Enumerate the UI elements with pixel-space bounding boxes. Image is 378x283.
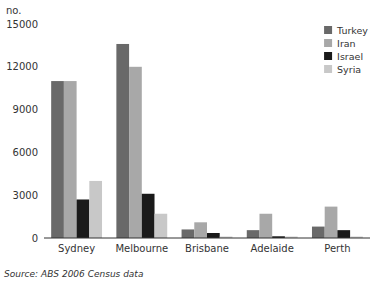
legend: Turkey Iran Israel Syria	[324, 25, 368, 75]
bar	[259, 214, 272, 238]
legend-label: Iran	[337, 38, 356, 49]
bars	[51, 44, 363, 238]
y-axis-label: no.	[6, 5, 21, 16]
y-tick-label: 9000	[13, 104, 38, 115]
bar	[194, 222, 207, 238]
bar	[64, 81, 77, 238]
legend-label: Syria	[337, 64, 361, 75]
bar	[129, 67, 142, 238]
bar	[247, 230, 260, 238]
legend-label: Israel	[337, 51, 363, 62]
x-tick-label: Perth	[324, 243, 350, 254]
bar	[77, 199, 90, 238]
x-tick-label: Melbourne	[115, 243, 168, 254]
chart: 0 3000 6000 9000 12000 15000 Sydney Melbourne Br…	[0, 0, 378, 283]
bar	[182, 229, 195, 238]
x-axis	[44, 238, 370, 239]
y-tick-label: 12000	[6, 61, 38, 72]
x-tick-label: Sydney	[58, 243, 95, 254]
bar	[142, 194, 155, 238]
source-note: Source: ABS 2006 Census data	[4, 269, 143, 279]
y-tick-label: 6000	[13, 147, 38, 158]
legend-swatch	[324, 65, 332, 73]
legend-label: Turkey	[336, 25, 368, 36]
y-tick-label: 15000	[6, 19, 38, 30]
legend-swatch	[324, 39, 332, 47]
bar	[89, 181, 102, 238]
bar	[337, 230, 350, 238]
x-tick-label: Adelaide	[251, 243, 294, 254]
bar	[155, 214, 168, 238]
legend-swatch	[324, 26, 332, 34]
x-tick-label: Brisbane	[185, 243, 229, 254]
legend-swatch	[324, 52, 332, 60]
y-tick-label: 0	[32, 233, 38, 244]
bar	[325, 207, 338, 238]
y-tick-label: 3000	[13, 190, 38, 201]
bar	[51, 81, 64, 238]
bar	[207, 233, 220, 238]
bar	[312, 227, 325, 238]
bar	[116, 44, 129, 238]
